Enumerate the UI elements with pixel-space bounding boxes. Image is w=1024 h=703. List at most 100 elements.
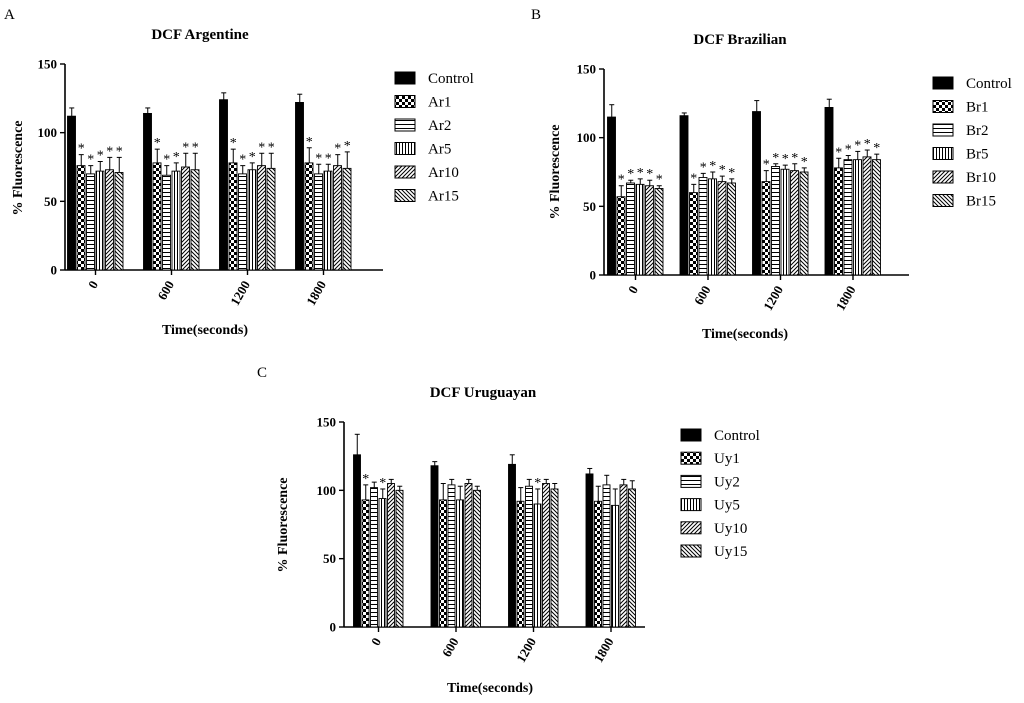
legend-swatch-br2 [932,123,954,137]
bar-br5-1200 [780,168,790,276]
bar-br5-0 [635,183,645,276]
legend-a: Control Ar1 Ar2 Ar5 Ar10 Ar15 [394,71,474,205]
x-tick-label: 1800 [303,278,329,308]
bar-br10-1200 [790,170,799,276]
bar-uy15-600 [473,489,481,628]
significance-marker: * [258,140,265,155]
bar-control-0 [67,115,76,271]
x-axis-label-c: Time(seconds) [447,681,533,696]
bar-uy15-1800 [628,488,636,628]
panel-a: A DCF Argentine 0 50 100 150 0 600 1200 1800 *… [4,7,474,338]
significance-marker: * [728,166,735,181]
significance-marker: * [173,150,180,165]
bar-br2-600 [698,177,708,276]
x-tick-label: 1200 [513,635,539,665]
panel-c: C DCF Uruguayan 0 50 100 150 0 600 1200 1800 *… [257,365,760,696]
y-tick-label: 50 [583,199,596,214]
significance-marker: * [315,151,322,166]
bar-control-1200 [752,111,761,276]
bar-uy1-1200 [516,500,525,628]
bars-c: * * * [353,433,636,628]
bar-br1-0 [616,196,626,276]
significance-marker: * [344,139,351,154]
legend-swatch-uy5 [680,498,702,512]
bar-ar15-1200 [266,167,276,271]
x-tick-label: 1800 [591,635,617,665]
bar-ar5-600 [171,170,181,271]
bar-uy10-0 [387,483,395,628]
x-tick-label: 1800 [833,283,859,313]
legend-label-uy5: Uy5 [714,498,740,514]
bar-uy5-1800 [611,504,619,628]
bar-uy1-0 [361,499,370,628]
legend-swatch-control [932,76,954,90]
bars-a: ** * * *** ** * ** ** * ** ** * [67,92,352,271]
legend-label-uy1: Uy1 [714,451,740,467]
legend-label-ar1: Ar1 [428,95,451,111]
significance-marker: * [656,173,663,188]
significance-marker: * [646,167,653,182]
significance-marker: * [268,140,275,155]
legend-label-br5: Br5 [966,147,989,163]
significance-marker: * [78,142,85,157]
bar-control-600 [679,115,689,276]
significance-marker: * [192,140,199,155]
legend-label-ar15: Ar15 [428,189,459,205]
bar-uy15-1200 [550,488,559,628]
significance-marker: * [637,166,644,181]
bar-br10-600 [717,181,727,276]
significance-marker: * [249,150,256,165]
legend-label-uy2: Uy2 [714,474,740,490]
bar-uy15-0 [395,489,404,628]
legend-swatch-br1 [932,100,954,113]
bar-ar15-600 [190,169,200,271]
y-tick-label: 50 [323,551,336,566]
bar-br10-1800 [862,156,872,276]
x-tick-label: 1200 [760,283,786,313]
panel-label-a: A [4,7,15,23]
significance-marker: * [106,144,113,159]
significance-marker: * [845,143,852,158]
bar-br1-600 [689,192,698,276]
legend-swatch-ar10 [394,165,416,179]
legend-swatch-uy15 [680,544,702,558]
bar-ar1-1800 [304,162,314,271]
y-tick-label: 100 [317,483,337,498]
panel-label-c: C [257,365,267,381]
significance-marker: * [154,136,161,151]
bar-uy10-600 [464,483,473,628]
x-axis-b: 0 600 1200 1800 [604,274,909,313]
significance-marker: * [763,158,770,173]
bar-control-1200 [508,463,516,628]
legend-swatch-uy1 [680,451,702,465]
bar-br2-1200 [771,166,780,276]
significance-marker: * [379,476,386,491]
x-tick-label: 0 [368,635,384,648]
bar-ar10-600 [181,166,190,271]
significance-marker: * [873,141,880,156]
bar-control-1800 [295,102,304,271]
significance-marker: * [854,138,861,153]
bar-uy2-1200 [525,485,533,628]
bars-b: * * * * * ** * * ** * * * ** * * * * [607,98,881,276]
legend-swatch-br15 [932,194,954,207]
significance-marker: * [864,137,871,152]
x-tick-label: 1200 [227,278,253,308]
legend-swatch-uy10 [680,521,702,535]
chart-title-a: DCF Argentine [151,27,249,43]
legend-label-control: Control [966,76,1012,92]
x-tick-label: 600 [154,278,177,302]
significance-marker: * [709,159,716,174]
significance-marker: * [791,151,798,166]
legend-label-ar5: Ar5 [428,142,451,158]
significance-marker: * [362,472,369,487]
bar-control-0 [607,116,616,276]
significance-marker: * [239,153,246,168]
y-axis-label-b: % Fluorescence [548,125,563,220]
significance-marker: * [97,149,104,164]
bar-uy5-1200 [533,503,542,628]
x-axis-label-a: Time(seconds) [162,323,248,338]
legend-swatch-ar2 [394,118,416,132]
x-tick-label: 600 [691,283,714,307]
bar-br15-1800 [872,159,881,276]
